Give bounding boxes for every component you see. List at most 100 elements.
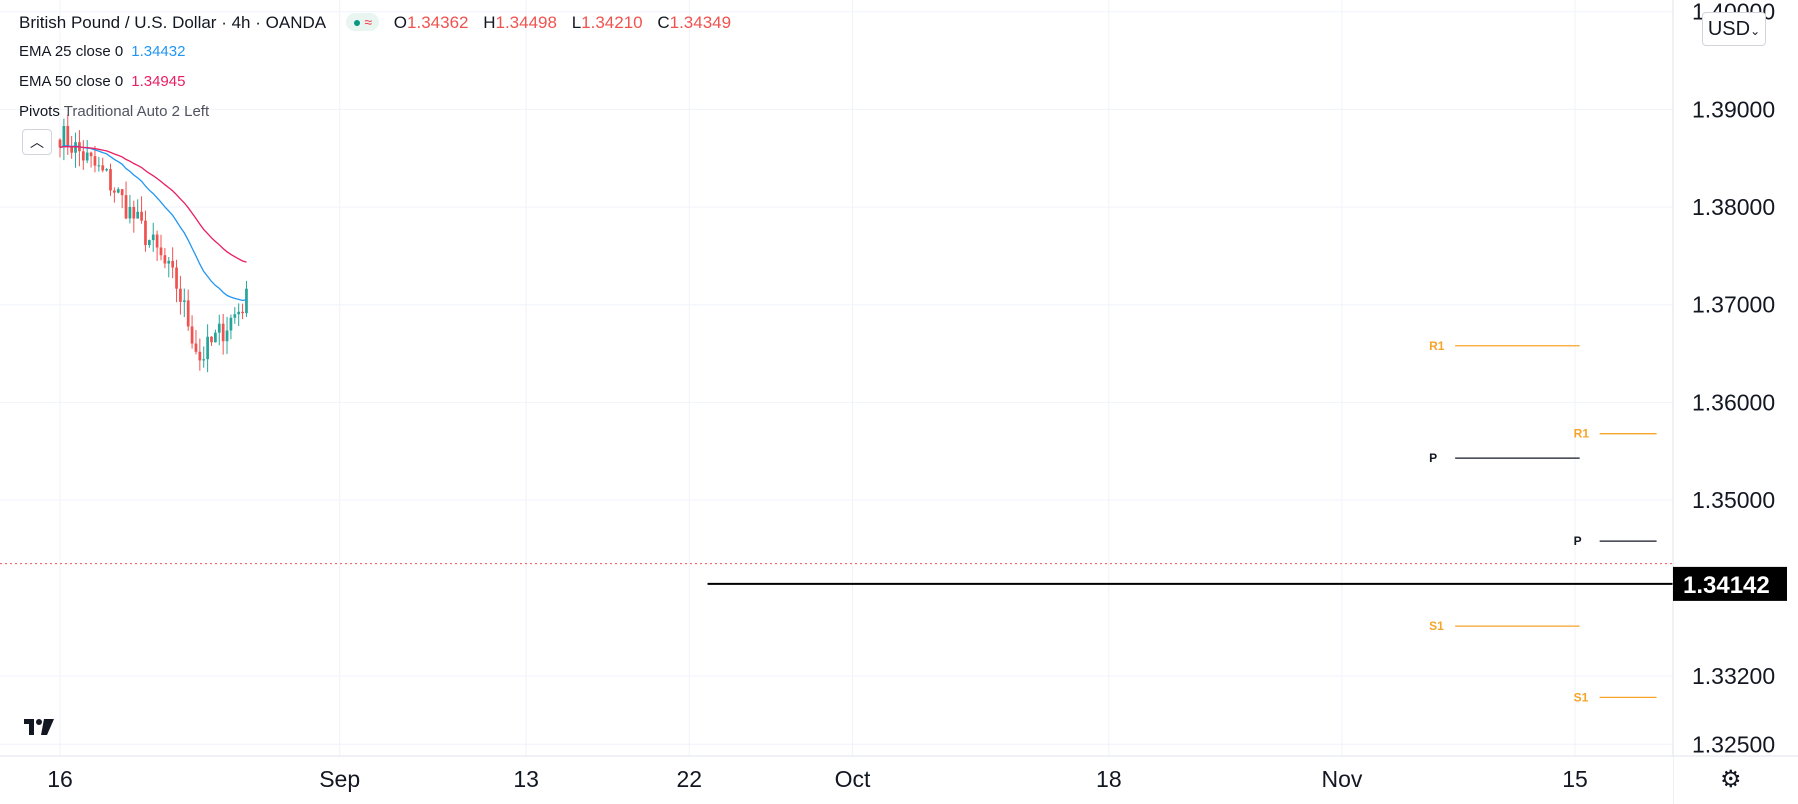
candle-body: [70, 146, 74, 153]
candle-body: [58, 139, 62, 148]
pivots-label: Pivots: [19, 103, 60, 120]
chevron-up-icon: ︿: [30, 134, 44, 150]
status-dot-icon: ●: [352, 14, 362, 30]
exchange: OANDA: [265, 13, 326, 32]
x-tick-label: 15: [1562, 766, 1588, 792]
market-status-badge[interactable]: ● ≈: [345, 13, 380, 31]
high-label: H: [483, 13, 496, 32]
currency-selector[interactable]: USD⌄: [1702, 12, 1766, 46]
gear-icon[interactable]: ⚙: [1720, 766, 1742, 793]
candle-body: [97, 165, 101, 167]
pivots-settings: Traditional Auto 2 Left: [63, 103, 210, 120]
candle-body: [132, 206, 136, 219]
candle-body: [113, 190, 116, 193]
low-label: L: [571, 13, 582, 32]
candle-body: [210, 336, 213, 343]
candle-body: [136, 211, 140, 219]
time-axis: [0, 756, 1673, 804]
candle-body: [179, 288, 182, 302]
ema50-label: EMA 50 close 0: [19, 73, 124, 90]
y-tick-label: 1.32500: [1692, 731, 1775, 757]
pivot-r1-label: R1: [1574, 427, 1590, 441]
candle-body: [229, 317, 233, 331]
candle-body: [85, 152, 89, 161]
candle-body: [66, 125, 70, 147]
candle-body: [194, 343, 198, 352]
candle-body: [163, 255, 167, 264]
candle-body: [245, 288, 248, 314]
candle-body: [105, 169, 108, 171]
candle-body: [186, 300, 190, 327]
x-tick-label: 13: [513, 766, 539, 792]
candle-body: [206, 336, 209, 360]
y-tick-label: 1.38000: [1692, 194, 1775, 220]
grid: [0, 0, 1673, 756]
candle-body: [89, 152, 93, 157]
x-tick-label: 16: [47, 766, 73, 792]
candle-body: [217, 323, 221, 333]
candle-body: [167, 260, 171, 264]
x-tick-label: 22: [677, 766, 703, 792]
candle-body: [151, 234, 155, 241]
candle-body: [62, 125, 66, 148]
symbol-name: British Pound / U.S. Dollar: [19, 13, 217, 32]
close-value: 1.34349: [669, 13, 732, 32]
candle-body: [144, 220, 147, 246]
x-tick-label: Sep: [319, 766, 360, 792]
chevron-down-icon: ⌄: [1750, 24, 1761, 38]
interval: 4h: [231, 13, 251, 32]
collapse-legend-button[interactable]: ︿: [22, 129, 52, 155]
candle-body: [81, 151, 85, 161]
ema25-value: 1.34432: [131, 43, 186, 60]
candle-body: [190, 326, 194, 344]
candle-body: [93, 156, 97, 166]
candle-body: [124, 195, 128, 219]
candle-body: [74, 142, 77, 153]
x-tick-label: Nov: [1321, 766, 1362, 792]
y-tick-label: 1.39000: [1692, 96, 1775, 122]
ema25-label: EMA 25 close 0: [19, 43, 124, 60]
pivot-r1-label: R1: [1429, 339, 1445, 353]
candles: [58, 114, 248, 373]
low-value: 1.34210: [581, 13, 643, 32]
tradingview-logo-icon[interactable]: [22, 716, 56, 738]
x-tick-label: Oct: [835, 766, 871, 792]
candle-body: [159, 247, 163, 256]
overlays: R1 P S1 R1 P S1: [0, 339, 1673, 704]
ema50-value: 1.34945: [131, 73, 186, 90]
open-label: O: [393, 13, 408, 32]
candle-body: [128, 206, 132, 219]
candle-body: [237, 311, 241, 315]
pivot-p-label: P: [1574, 534, 1582, 548]
candle-body: [147, 240, 151, 246]
ema50-legend[interactable]: EMA 50 close 0 1.34945: [19, 73, 185, 90]
delay-icon: ≈: [364, 14, 373, 30]
price-axis: [1673, 0, 1798, 804]
candle-body: [182, 300, 186, 302]
y-tick-label: 1.36000: [1692, 389, 1775, 415]
candle-body: [101, 165, 105, 171]
candle-body: [175, 267, 178, 289]
candle-body: [221, 323, 225, 342]
support-price-tag: [1673, 566, 1787, 601]
pivot-p-label: P: [1429, 451, 1437, 465]
y-tick-label: 1.35000: [1692, 487, 1775, 513]
pivots-legend[interactable]: Pivots Traditional Auto 2 Left: [19, 103, 209, 120]
candle-body: [233, 314, 237, 318]
candle-body: [116, 189, 120, 193]
pivot-s1-label: S1: [1574, 690, 1589, 704]
support-price-label: 1.34142: [1683, 572, 1770, 599]
close-label: C: [657, 13, 670, 32]
ema25-legend[interactable]: EMA 25 close 0 1.34432: [19, 43, 185, 60]
symbol-legend[interactable]: British Pound / U.S. Dollar · 4h · OANDA…: [19, 13, 732, 32]
high-value: 1.34498: [495, 13, 557, 32]
x-tick-label: 18: [1096, 766, 1122, 792]
candle-body: [202, 359, 206, 361]
open-value: 1.34362: [407, 13, 469, 32]
y-tick-label: 1.37000: [1692, 292, 1775, 318]
candle-body: [109, 169, 112, 191]
ema-lines: [59, 145, 247, 302]
candle-body: [120, 189, 124, 196]
